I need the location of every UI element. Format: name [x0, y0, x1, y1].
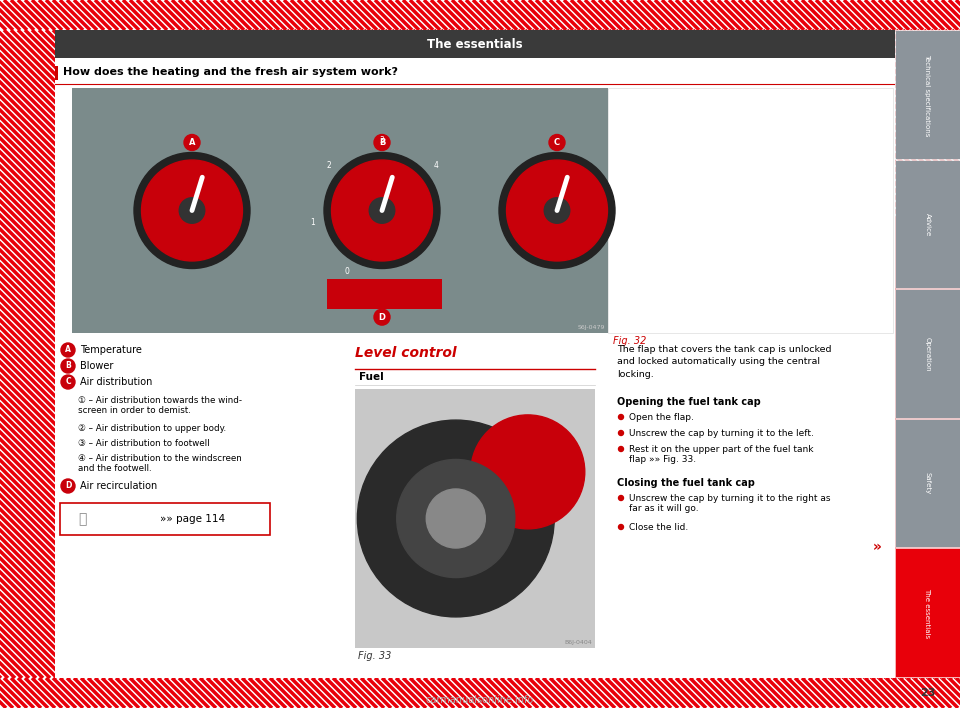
Bar [0, 678, 960, 708]
Circle shape [499, 152, 615, 268]
Text: B: B [379, 138, 385, 147]
Text: Rest it on the upper part of the fuel tank
flap »» Fig. 33.: Rest it on the upper part of the fuel ta… [629, 445, 813, 464]
Text: The flap that covers the tank cap is unlocked
and locked automatically using the: The flap that covers the tank cap is unl… [617, 345, 831, 379]
Bar [895, 159, 960, 288]
Text: The essentials: The essentials [924, 588, 930, 639]
Text: ② – Air distribution to upper body.: ② – Air distribution to upper body. [78, 424, 227, 433]
Text: »» page 114: »» page 114 [160, 514, 226, 524]
Circle shape [324, 152, 440, 268]
Text: C: C [65, 377, 71, 387]
Text: 0: 0 [345, 267, 349, 275]
Text: Closing the fuel tank cap: Closing the fuel tank cap [617, 478, 755, 488]
Text: Advice: Advice [924, 213, 930, 236]
Text: How does the heating and the fresh air system work?: How does the heating and the fresh air s… [63, 67, 398, 77]
Circle shape [396, 459, 515, 578]
Text: 2: 2 [326, 161, 331, 170]
Circle shape [184, 135, 200, 151]
Circle shape [61, 375, 75, 389]
Text: ③ – Air distribution to footwell: ③ – Air distribution to footwell [78, 439, 209, 448]
Text: 4: 4 [433, 161, 438, 170]
Text: Blower: Blower [80, 361, 113, 371]
Circle shape [357, 420, 554, 617]
Bar [895, 289, 960, 418]
Text: A: A [65, 346, 71, 355]
Text: C: C [554, 138, 560, 147]
Bar [895, 549, 960, 677]
Circle shape [618, 525, 623, 530]
Text: Air recirculation: Air recirculation [80, 481, 157, 491]
Text: Operation: Operation [924, 337, 930, 371]
Text: B: B [65, 362, 71, 370]
Bar [355, 389, 595, 648]
Text: B6J-0404: B6J-0404 [564, 640, 592, 645]
Bar [895, 30, 960, 678]
Bar [0, 0, 960, 30]
Text: carmanualsonline.info: carmanualsonline.info [426, 695, 534, 705]
Circle shape [141, 160, 243, 261]
Text: Level control: Level control [355, 346, 457, 360]
Bar [355, 369, 595, 385]
Bar [327, 279, 442, 309]
Text: D: D [378, 313, 386, 321]
Text: 1: 1 [311, 218, 316, 227]
Circle shape [134, 152, 250, 268]
Text: Air distribution: Air distribution [80, 377, 153, 387]
Text: 3: 3 [379, 136, 384, 145]
Text: 📚: 📚 [78, 512, 86, 526]
Circle shape [374, 135, 390, 151]
Text: D: D [65, 481, 71, 491]
Text: Temperature: Temperature [80, 345, 142, 355]
Text: Fuel: Fuel [359, 372, 384, 382]
Circle shape [507, 160, 608, 261]
Circle shape [618, 430, 623, 435]
Text: Opening the fuel tank cap: Opening the fuel tank cap [617, 397, 760, 407]
Circle shape [618, 447, 623, 452]
Circle shape [370, 198, 395, 223]
Text: Unscrew the cap by turning it to the right as
far as it will go.: Unscrew the cap by turning it to the rig… [629, 494, 830, 513]
Text: ① – Air distribution towards the wind-
screen in order to demist.: ① – Air distribution towards the wind- s… [78, 396, 242, 416]
Text: Safety: Safety [924, 472, 930, 495]
Text: ④ – Air distribution to the windscreen
and the footwell.: ④ – Air distribution to the windscreen a… [78, 454, 242, 474]
Text: Fig. 33: Fig. 33 [358, 651, 392, 661]
Bar [55, 30, 895, 678]
Text: Open the flap.: Open the flap. [629, 413, 694, 422]
Circle shape [470, 415, 585, 529]
Bar [60, 503, 270, 535]
Text: »: » [873, 540, 881, 554]
Text: Technical specifications: Technical specifications [924, 54, 930, 136]
Circle shape [180, 198, 204, 223]
Circle shape [549, 135, 565, 151]
Bar [72, 88, 608, 333]
Circle shape [618, 496, 623, 501]
Bar [895, 30, 960, 159]
Bar [55, 30, 895, 58]
Text: 23: 23 [920, 688, 935, 698]
Bar [0, 30, 55, 678]
Text: A: A [189, 138, 195, 147]
Text: Unscrew the cap by turning it to the left.: Unscrew the cap by turning it to the lef… [629, 429, 814, 438]
Text: Fig. 32: Fig. 32 [613, 336, 646, 346]
Circle shape [426, 489, 486, 548]
Circle shape [61, 343, 75, 357]
Text: Close the lid.: Close the lid. [629, 523, 688, 532]
Bar [895, 419, 960, 547]
Text: S6J-0479: S6J-0479 [578, 325, 605, 330]
Circle shape [618, 414, 623, 420]
Circle shape [374, 309, 390, 325]
Circle shape [331, 160, 432, 261]
Bar [608, 88, 893, 333]
Circle shape [544, 198, 570, 223]
Circle shape [61, 479, 75, 493]
Circle shape [61, 359, 75, 373]
Bar [55, 66, 58, 80]
Text: The essentials: The essentials [427, 38, 523, 50]
